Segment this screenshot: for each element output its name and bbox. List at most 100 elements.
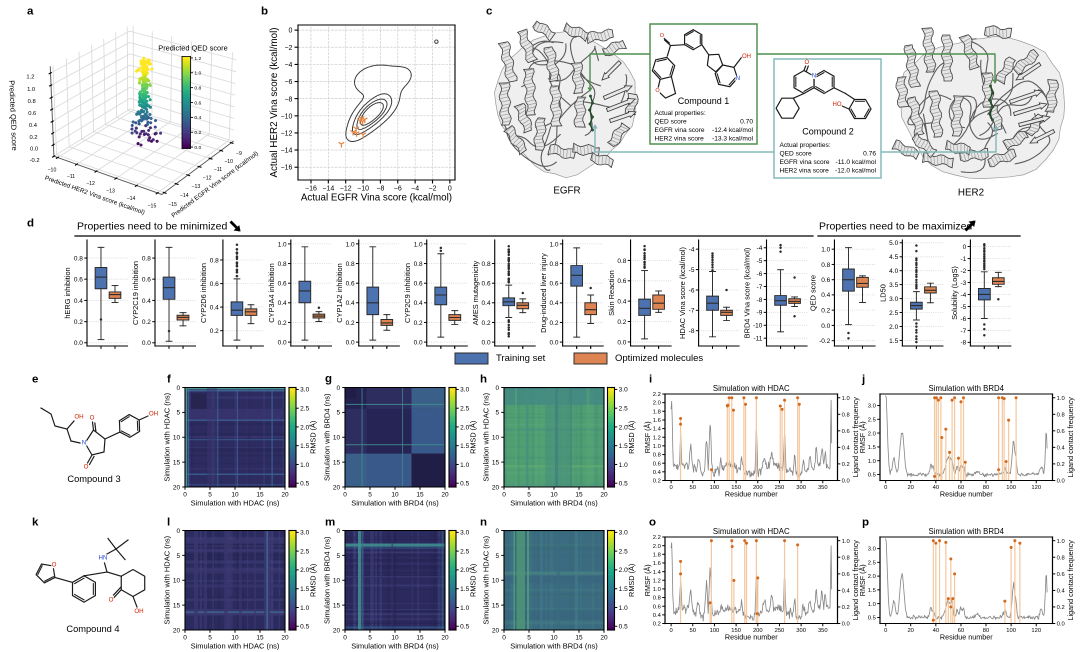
svg-text:2.5: 2.5 xyxy=(460,406,469,413)
svg-text:1.0: 1.0 xyxy=(842,539,850,545)
svg-text:HN: HN xyxy=(99,555,108,562)
svg-text:0.6: 0.6 xyxy=(28,111,36,117)
svg-text:Solubility (LogS): Solubility (LogS) xyxy=(950,266,959,320)
svg-text:1.0: 1.0 xyxy=(868,602,876,608)
svg-text:m: m xyxy=(325,516,335,528)
svg-text:Residue number: Residue number xyxy=(940,633,993,642)
svg-text:-4: -4 xyxy=(757,245,763,252)
svg-text:2.0: 2.0 xyxy=(619,567,628,574)
svg-text:O: O xyxy=(84,464,89,471)
svg-text:Predicted QED score: Predicted QED score xyxy=(7,80,19,151)
svg-text:RMSF (Å): RMSF (Å) xyxy=(858,421,867,453)
svg-text:0.6: 0.6 xyxy=(549,281,558,288)
svg-text:20: 20 xyxy=(333,484,341,491)
svg-text:0.4: 0.4 xyxy=(142,298,151,305)
svg-text:0.8: 0.8 xyxy=(821,262,830,269)
svg-text:Ligand contact frequency: Ligand contact frequency xyxy=(851,397,860,478)
svg-text:0.8: 0.8 xyxy=(549,261,558,268)
svg-text:5: 5 xyxy=(527,635,531,642)
svg-text:0.0: 0.0 xyxy=(842,479,850,485)
svg-text:N: N xyxy=(82,440,86,447)
svg-text:350: 350 xyxy=(818,485,828,491)
svg-text:10: 10 xyxy=(173,578,181,585)
svg-text:2.0: 2.0 xyxy=(619,424,628,431)
svg-text:0.2: 0.2 xyxy=(74,319,83,326)
svg-text:200: 200 xyxy=(753,628,763,634)
svg-text:-8: -8 xyxy=(757,297,763,304)
svg-text:0.8: 0.8 xyxy=(842,412,850,418)
svg-text:-11.0 kcal/mol: -11.0 kcal/mol xyxy=(836,159,877,166)
svg-text:O: O xyxy=(660,33,665,39)
svg-text:−2: −2 xyxy=(429,186,437,193)
svg-text:1.5: 1.5 xyxy=(868,445,876,451)
svg-text:−16: −16 xyxy=(281,165,293,172)
svg-text:0.4: 0.4 xyxy=(29,123,38,129)
svg-text:-12.4 kcal/mol: -12.4 kcal/mol xyxy=(712,127,753,134)
svg-text:1.0: 1.0 xyxy=(1057,396,1065,402)
svg-text:n: n xyxy=(480,516,487,528)
svg-text:1.4: 1.4 xyxy=(653,427,662,433)
svg-text:1.5: 1.5 xyxy=(300,586,309,593)
svg-text:3.0: 3.0 xyxy=(460,530,469,537)
svg-text:d: d xyxy=(27,217,34,229)
svg-text:RMSF (Å): RMSF (Å) xyxy=(858,564,867,596)
svg-text:Drug-induced liver injury: Drug-induced liver injury xyxy=(539,253,548,333)
svg-text:120: 120 xyxy=(1031,628,1041,634)
svg-text:Residue number: Residue number xyxy=(940,490,993,499)
svg-text:−12: −12 xyxy=(281,130,293,137)
svg-text:o: o xyxy=(649,516,656,528)
svg-text:15: 15 xyxy=(173,603,181,610)
svg-text:-11: -11 xyxy=(753,336,762,343)
svg-text:100: 100 xyxy=(710,628,720,634)
svg-text:l: l xyxy=(167,516,170,528)
svg-text:−4: −4 xyxy=(284,62,292,69)
svg-text:0.4: 0.4 xyxy=(194,115,201,121)
svg-text:0.6: 0.6 xyxy=(278,281,287,288)
svg-text:2.0: 2.0 xyxy=(868,431,876,437)
svg-text:QED score: QED score xyxy=(654,118,687,125)
svg-text:−2: −2 xyxy=(284,45,292,52)
svg-text:-1: -1 xyxy=(960,256,966,263)
svg-text:RMSD (Å): RMSD (Å) xyxy=(308,421,317,454)
svg-text:0.70: 0.70 xyxy=(740,118,753,125)
svg-text:0.5: 0.5 xyxy=(300,481,309,488)
svg-text:0.8: 0.8 xyxy=(414,261,423,268)
svg-text:0.2: 0.2 xyxy=(142,319,151,326)
svg-text:2.0: 2.0 xyxy=(300,424,309,431)
svg-text:Properties need to be maximize: Properties need to be maximized xyxy=(819,221,972,232)
svg-text:−10: −10 xyxy=(281,113,293,120)
svg-text:−14: −14 xyxy=(180,193,189,199)
svg-text:−4: −4 xyxy=(411,186,419,193)
svg-text:1.5: 1.5 xyxy=(460,586,469,593)
svg-text:0.8: 0.8 xyxy=(482,261,491,268)
svg-text:RMSD (Å): RMSD (Å) xyxy=(468,564,477,597)
svg-text:0: 0 xyxy=(177,385,181,392)
svg-text:1.2: 1.2 xyxy=(194,56,201,62)
svg-text:0.4: 0.4 xyxy=(346,300,355,307)
svg-text:0.2: 0.2 xyxy=(194,130,201,136)
svg-text:0.2: 0.2 xyxy=(414,320,423,327)
svg-text:−12: −12 xyxy=(203,175,212,181)
svg-text:Residue number: Residue number xyxy=(725,633,778,642)
svg-text:0: 0 xyxy=(502,635,506,642)
svg-text:0.2: 0.2 xyxy=(821,308,830,315)
svg-text:0.0: 0.0 xyxy=(549,339,558,346)
svg-text:1.0: 1.0 xyxy=(619,605,628,612)
svg-text:2.0: 2.0 xyxy=(653,401,661,407)
svg-text:2.2: 2.2 xyxy=(653,392,661,398)
svg-text:0.5: 0.5 xyxy=(460,624,469,631)
svg-text:0.4: 0.4 xyxy=(653,613,662,619)
svg-text:5: 5 xyxy=(337,410,341,417)
svg-text:100: 100 xyxy=(1006,485,1016,491)
svg-text:10: 10 xyxy=(333,578,341,585)
svg-text:1.2: 1.2 xyxy=(653,435,661,441)
svg-text:0.4: 0.4 xyxy=(210,304,219,311)
svg-text:20: 20 xyxy=(907,628,913,634)
svg-text:0.8: 0.8 xyxy=(28,99,36,105)
svg-text:0.0: 0.0 xyxy=(194,145,201,151)
svg-text:1.5: 1.5 xyxy=(619,586,628,593)
svg-text:Skin Reaction: Skin Reaction xyxy=(607,270,616,316)
svg-text:0.0: 0.0 xyxy=(74,340,83,347)
svg-text:0.5: 0.5 xyxy=(868,473,876,479)
svg-text:2.5: 2.5 xyxy=(300,548,309,555)
